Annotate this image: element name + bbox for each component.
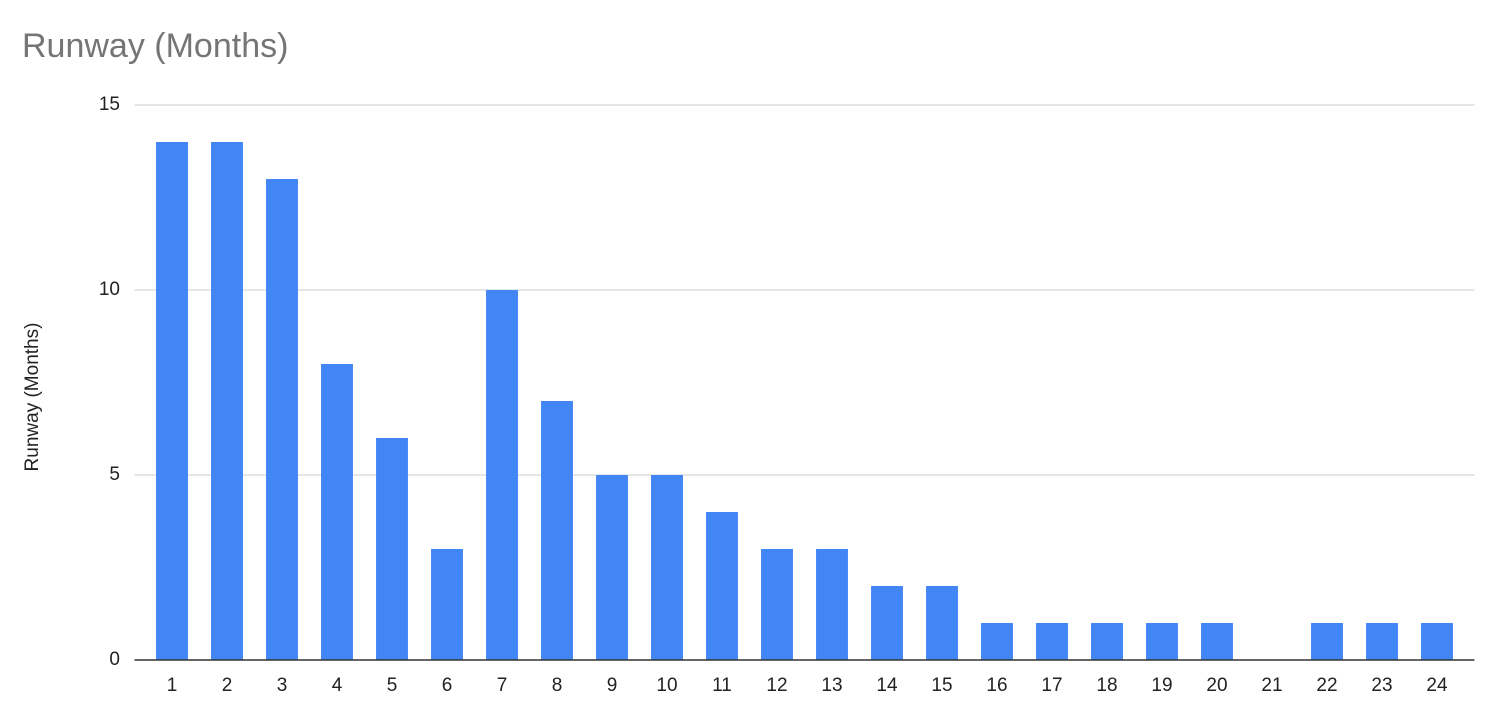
x-tick-label: 21: [1261, 675, 1282, 696]
y-tick-label: 0: [109, 649, 120, 670]
bar: [1201, 623, 1233, 660]
bar: [1146, 623, 1178, 660]
bar: [486, 290, 518, 660]
x-tick-label: 7: [497, 675, 508, 696]
bar: [981, 623, 1013, 660]
bar: [926, 586, 958, 660]
bar: [761, 549, 793, 660]
x-tick-label: 8: [552, 675, 563, 696]
bar: [651, 475, 683, 660]
bar: [156, 142, 188, 660]
bar: [211, 142, 243, 660]
bar: [266, 179, 298, 660]
x-tick-label: 2: [222, 675, 233, 696]
x-tick-label: 6: [442, 675, 453, 696]
x-tick-label: 13: [821, 675, 842, 696]
bar: [376, 438, 408, 660]
y-axis-label: Runway (Months): [22, 323, 43, 472]
bar: [1036, 623, 1068, 660]
x-tick-label: 5: [387, 675, 398, 696]
y-tick-label: 15: [99, 94, 120, 115]
bar: [816, 549, 848, 660]
x-tick-label: 19: [1151, 675, 1172, 696]
x-tick-label: 18: [1096, 675, 1117, 696]
x-tick-label: 11: [712, 675, 732, 696]
bar: [541, 401, 573, 660]
x-tick-label: 17: [1041, 675, 1062, 696]
x-tick-label: 23: [1371, 675, 1392, 696]
bar: [1421, 623, 1453, 660]
x-tick-label: 12: [766, 675, 787, 696]
bar: [1091, 623, 1123, 660]
x-tick-label: 16: [986, 675, 1007, 696]
bar: [871, 586, 903, 660]
bar: [431, 549, 463, 660]
bar: [1311, 623, 1343, 660]
x-tick-label: 20: [1206, 675, 1227, 696]
bar: [1366, 623, 1398, 660]
bar: [321, 364, 353, 660]
x-tick-label: 14: [876, 675, 898, 696]
bar: [706, 512, 738, 660]
x-tick-label: 4: [332, 675, 343, 696]
x-tick-label: 22: [1316, 675, 1337, 696]
chart-title: Runway (Months): [22, 27, 288, 65]
x-tick-label: 9: [607, 675, 618, 696]
bar: [596, 475, 628, 660]
y-tick-label: 10: [99, 279, 120, 300]
x-tick-label: 3: [277, 675, 288, 696]
x-tick-label: 24: [1426, 675, 1448, 696]
y-tick-label: 5: [109, 464, 120, 485]
x-tick-label: 10: [656, 675, 677, 696]
x-tick-label: 15: [931, 675, 952, 696]
x-tick-label: 1: [167, 675, 178, 696]
